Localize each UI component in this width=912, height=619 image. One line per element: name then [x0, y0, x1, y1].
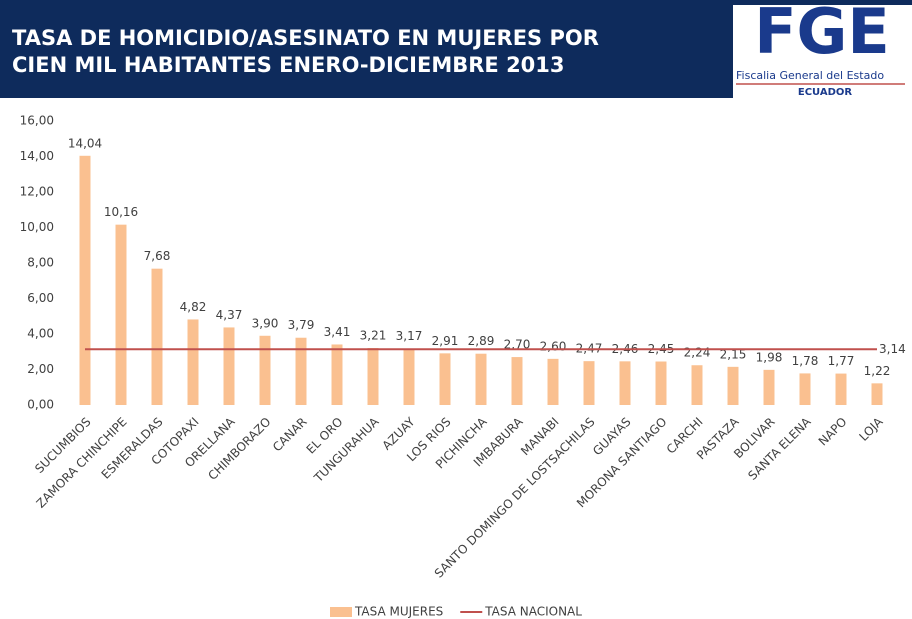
bar: [151, 268, 163, 405]
bar: [619, 361, 631, 405]
y-tick-label: 0,00: [27, 398, 54, 412]
logo-box: [733, 5, 912, 98]
bar: [475, 353, 487, 405]
bar: [367, 348, 379, 405]
title-line: TASA DE HOMICIDIO/ASESINATO EN MUJERES P…: [12, 26, 599, 50]
data-label: 7,68: [144, 249, 171, 263]
bar: [835, 373, 847, 405]
data-label: 2,15: [720, 347, 747, 361]
bar: [547, 358, 559, 405]
data-label: 1,98: [756, 350, 783, 364]
y-tick-label: 2,00: [27, 362, 54, 376]
data-label: 14,04: [68, 136, 102, 150]
y-tick-label: 12,00: [20, 185, 54, 199]
data-label: 2,89: [468, 334, 495, 348]
logo-country: ECUADOR: [798, 87, 853, 98]
x-tick-label: CANAR: [270, 415, 310, 455]
data-label: 3,41: [324, 325, 351, 339]
data-label: 3,21: [360, 329, 387, 343]
x-tick-label: LOJA: [856, 414, 886, 444]
data-label: 4,37: [216, 308, 243, 322]
y-tick-label: 6,00: [27, 291, 54, 305]
data-label: 2,24: [684, 346, 711, 360]
y-tick-label: 8,00: [27, 256, 54, 270]
bar: [583, 361, 595, 405]
logo-letters: FGE: [754, 0, 890, 68]
bar: [223, 327, 235, 405]
bar: [799, 373, 811, 405]
y-tick-label: 14,00: [20, 149, 54, 163]
x-tick-label: SANTA ELENA: [745, 414, 814, 483]
legend-label: TASA NACIONAL: [484, 605, 582, 619]
logo-name: Fiscalia General del Estado: [736, 69, 884, 82]
bar: [763, 369, 775, 405]
legend-label: TASA MUJERES: [354, 605, 443, 619]
bar: [655, 361, 667, 405]
y-tick-label: 10,00: [20, 220, 54, 234]
bar: [187, 319, 199, 405]
y-tick-label: 4,00: [27, 327, 54, 341]
data-label: 2,91: [432, 334, 459, 348]
legend-swatch: [330, 607, 352, 617]
bar: [259, 335, 271, 405]
y-tick-label: 16,00: [20, 114, 54, 128]
x-tick-label: CHIMBORAZO: [205, 415, 273, 483]
bar: [115, 224, 127, 405]
x-tick-label: NAPO: [816, 415, 850, 449]
data-label: 3,17: [396, 329, 423, 343]
bar: [79, 155, 91, 405]
bar: [511, 357, 523, 405]
x-tick-label: TUNGURAHUA: [311, 414, 382, 485]
bar: [871, 383, 883, 405]
bar: [727, 366, 739, 405]
data-label: 3,14: [879, 342, 906, 356]
bar: [691, 365, 703, 405]
data-label: 3,90: [252, 316, 279, 330]
title-line: CIEN MIL HABITANTES ENERO-DICIEMBRE 2013: [12, 53, 565, 77]
bar: [439, 353, 451, 405]
data-label: 2,70: [504, 338, 531, 352]
data-label: 3,79: [288, 318, 315, 332]
data-label: 1,78: [792, 354, 819, 368]
data-label: 10,16: [104, 205, 138, 219]
bar: [295, 337, 307, 405]
bar: [331, 344, 343, 405]
data-label: 4,82: [180, 300, 207, 314]
data-label: 2,60: [540, 339, 567, 353]
bar: [403, 348, 415, 405]
data-label: 1,77: [828, 354, 855, 368]
data-label: 1,22: [864, 364, 891, 378]
